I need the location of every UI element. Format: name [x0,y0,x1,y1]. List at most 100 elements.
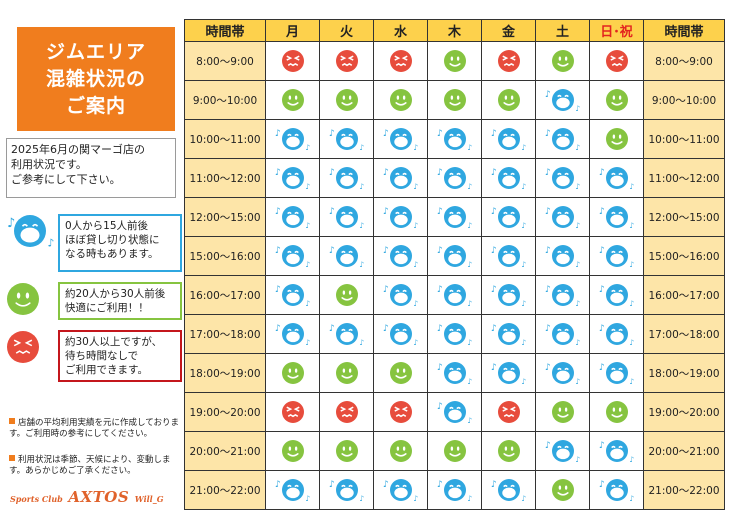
schedule-cell [481,80,536,120]
schedule-row: 15:00～16:00 ♪ ♪ ♪ ♪ ♪ ♪ ♪ ♪ ♪ ♪ ♪ ♪ ♪ ♪ 15:00～16:00 [184,236,725,276]
legend-high-line-2: 待ち時間なしで [65,350,139,362]
svg-text:♪: ♪ [437,168,443,178]
blue-singing-face-icon: ♪ ♪ [490,479,528,502]
time-slot-left: 15:00～16:00 [184,236,266,276]
svg-text:♪: ♪ [599,207,605,217]
legend-low-line-3: なる時もあります。 [65,248,159,260]
time-slot-left: 9:00～10:00 [184,80,266,120]
schedule-cell: ♪ ♪ [535,158,590,198]
svg-text:♪: ♪ [521,182,526,190]
svg-text:♪: ♪ [305,221,310,229]
schedule-cell: ♪ ♪ [265,197,320,237]
svg-text:♪: ♪ [275,168,281,178]
svg-text:♪: ♪ [545,129,551,139]
schedule-cell: ♪ ♪ [427,197,482,237]
red-crowded-face-icon [335,401,359,423]
red-crowded-face-icon [6,330,56,374]
svg-text:♪: ♪ [629,377,634,385]
blue-singing-face-icon: ♪ ♪ [274,479,312,502]
svg-text:♪: ♪ [491,129,497,139]
schedule-cell: ♪ ♪ [481,275,536,315]
blue-singing-face-icon: ♪ ♪ [544,440,582,463]
schedule-cell: ♪ ♪ [535,80,590,120]
schedule-cell [265,80,320,120]
time-slot-right: 8:00～9:00 [643,41,725,81]
footnote-1: 店舗の平均利用実績を元に作成しております。ご利用時の参考にしてください。 [9,418,181,440]
svg-text:♪: ♪ [305,338,310,346]
schedule-cell [319,41,374,81]
blue-singing-face-icon: ♪ ♪ [490,284,528,307]
green-smile-face-icon [281,440,305,462]
schedule-cell: ♪ ♪ [319,158,374,198]
schedule-cell [481,41,536,81]
green-smile-face-icon [335,284,359,306]
blue-singing-face-icon: ♪ ♪ [598,206,636,229]
svg-text:♪: ♪ [545,207,551,217]
green-smile-face-icon [551,401,575,423]
schedule-cell [535,41,590,81]
svg-text:♪: ♪ [521,494,526,502]
svg-text:♪: ♪ [359,143,364,151]
green-smile-face-icon [497,440,521,462]
red-crowded-face-icon [605,50,629,72]
svg-text:♪: ♪ [467,416,472,424]
brand-logo: Sports Club AXTOS Will_G [10,487,164,506]
schedule-cell: ♪ ♪ [481,236,536,276]
schedule-cell [373,431,428,471]
time-slot-left: 12:00～15:00 [184,197,266,237]
legend-high: 約30人以上ですが、 待ち時間なしで ご利用できます。 [6,330,182,382]
svg-text:♪: ♪ [467,338,472,346]
legend-mid: 約20人から30人前後 快適にご利用！！ [6,282,182,326]
day-header: 土 [535,19,590,42]
schedule-cell: ♪ ♪ [535,275,590,315]
svg-text:♪: ♪ [359,260,364,268]
blue-singing-face-icon: ♪ ♪ [544,167,582,190]
blue-singing-face-icon: ♪ ♪ [382,284,420,307]
svg-text:♪: ♪ [383,168,389,178]
svg-text:♪: ♪ [413,338,418,346]
time-slot-right: 12:00～15:00 [643,197,725,237]
schedule-cell: ♪ ♪ [535,431,590,471]
bullet-square-icon [9,418,15,424]
schedule-cell [373,392,428,432]
bullet-square-icon [9,455,15,461]
blue-singing-face-icon: ♪ ♪ [382,128,420,151]
header-row: 時間帯 月 火 水 木 金 土 日･祝 時間帯 [184,19,725,42]
green-smile-face-icon [335,362,359,384]
schedule-cell [373,41,428,81]
schedule-cell: ♪ ♪ [589,314,644,354]
schedule-cell: ♪ ♪ [589,158,644,198]
svg-text:♪: ♪ [491,285,497,295]
blue-singing-face-icon: ♪ ♪ [436,362,474,385]
svg-text:♪: ♪ [329,207,335,217]
svg-text:♪: ♪ [275,324,281,334]
schedule-cell: ♪ ♪ [265,314,320,354]
svg-text:♪: ♪ [629,299,634,307]
time-slot-left: 18:00～19:00 [184,353,266,393]
svg-text:♪: ♪ [491,480,497,490]
blue-singing-face-icon: ♪ ♪ [544,128,582,151]
time-slot-right: 9:00～10:00 [643,80,725,120]
svg-text:♪: ♪ [491,363,497,373]
schedule-cell: ♪ ♪ [589,353,644,393]
schedule-cell: ♪ ♪ [535,314,590,354]
blue-singing-face-icon: ♪ ♪ [544,284,582,307]
title-line-2: 混雑状況の [45,67,146,90]
blue-singing-face-icon: ♪ ♪ [328,245,366,268]
blue-singing-face-icon: ♪ ♪ [328,206,366,229]
schedule-row: 17:00～18:00 ♪ ♪ ♪ ♪ ♪ ♪ ♪ ♪ ♪ ♪ ♪ ♪ ♪ ♪ 17:00～18:00 [184,314,725,354]
green-smile-face-icon [551,479,575,501]
schedule-row: 12:00～15:00 ♪ ♪ ♪ ♪ ♪ ♪ ♪ ♪ ♪ ♪ ♪ ♪ ♪ ♪ 12:00～15:00 [184,197,725,237]
svg-text:♪: ♪ [575,455,580,463]
time-slot-left: 8:00～9:00 [184,41,266,81]
green-smile-face-icon [389,362,413,384]
schedule-cell: ♪ ♪ [373,314,428,354]
svg-text:♪: ♪ [413,221,418,229]
red-crowded-face-icon [497,50,521,72]
svg-text:♪: ♪ [383,207,389,217]
svg-text:♪: ♪ [275,129,281,139]
blue-singing-face-icon: ♪ ♪ [328,167,366,190]
legend-mid-line-2: 快適にご利用！！ [65,302,149,314]
svg-text:♪: ♪ [275,285,281,295]
schedule-cell: ♪ ♪ [373,158,428,198]
